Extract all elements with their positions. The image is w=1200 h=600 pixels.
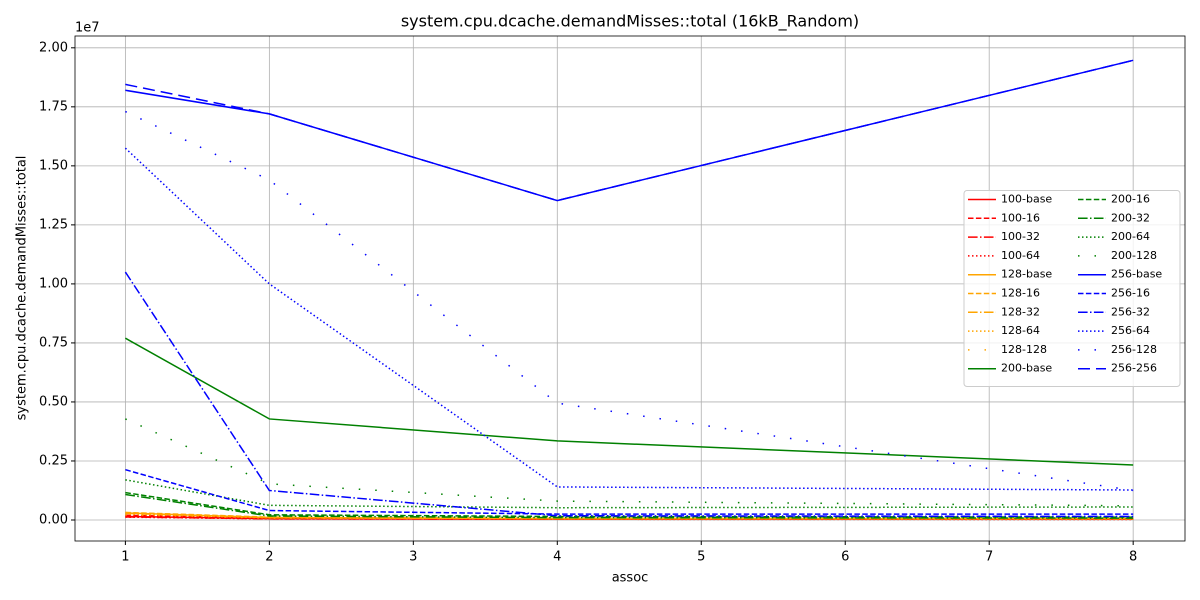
x-axis-label: assoc	[612, 571, 649, 586]
series-line	[125, 491, 1134, 518]
x-tick-label: 7	[985, 550, 993, 565]
y-tick-label: 0.00	[39, 512, 68, 527]
legend-label: 256-32	[1111, 305, 1150, 318]
x-tick-label: 8	[1129, 550, 1137, 565]
series-line	[125, 512, 1134, 520]
y-tick-label: 1.25	[39, 217, 68, 232]
series-line	[125, 59, 1134, 202]
y-offset-label: 1e7	[75, 21, 100, 36]
y-tick-label: 0.25	[39, 453, 68, 468]
legend-label: 256-256	[1111, 362, 1157, 375]
x-tick-label: 5	[697, 550, 705, 565]
x-tick-label: 1	[121, 550, 129, 565]
legend-label: 200-base	[1001, 362, 1052, 375]
series-line	[124, 271, 1134, 518]
legend-label: 200-32	[1111, 211, 1150, 224]
legend-label: 128-128	[1001, 343, 1047, 356]
y-tick-label: 1.75	[39, 99, 68, 114]
y-tick-label: 1.50	[39, 158, 68, 173]
x-tick-label: 2	[265, 550, 273, 565]
y-tick-label: 0.50	[39, 394, 68, 409]
x-tick-label: 6	[841, 550, 849, 565]
legend-label: 256-base	[1111, 268, 1162, 281]
x-tick-label: 4	[553, 550, 561, 565]
legend-box	[963, 190, 1181, 387]
legend-label: 200-64	[1111, 230, 1150, 243]
legend-label: 128-32	[1001, 305, 1040, 318]
legend-label: 100-32	[1001, 230, 1040, 243]
legend-label: 256-16	[1111, 287, 1150, 300]
series-line	[125, 59, 1134, 202]
series-line	[125, 468, 1134, 515]
series-line	[125, 337, 1134, 466]
legend-label: 128-base	[1001, 268, 1052, 281]
chart-title: system.cpu.dcache.demandMisses::total (1…	[401, 12, 859, 32]
series-line	[125, 493, 1134, 519]
series-line	[125, 479, 1134, 509]
legend-label: 100-16	[1001, 211, 1040, 224]
legend-label: 100-64	[1001, 249, 1040, 262]
y-tick-label: 0.75	[39, 335, 68, 350]
y-axis-label: system.cpu.dcache.demandMisses::total	[15, 156, 30, 421]
legend-label: 256-64	[1111, 324, 1150, 337]
plot-frame	[74, 35, 1186, 542]
legend-label: 100-base	[1001, 193, 1052, 206]
series-line	[125, 418, 1134, 507]
legend-label: 200-128	[1111, 249, 1157, 262]
legend-label: 256-128	[1111, 343, 1157, 356]
series-line	[125, 513, 1134, 520]
legend-label: 128-64	[1001, 324, 1040, 337]
legend-label: 128-16	[1001, 287, 1040, 300]
legend-label: 200-16	[1111, 193, 1150, 206]
y-tick-label: 2.00	[39, 40, 68, 55]
y-tick-label: 1.00	[39, 276, 68, 291]
x-tick-label: 3	[409, 550, 417, 565]
